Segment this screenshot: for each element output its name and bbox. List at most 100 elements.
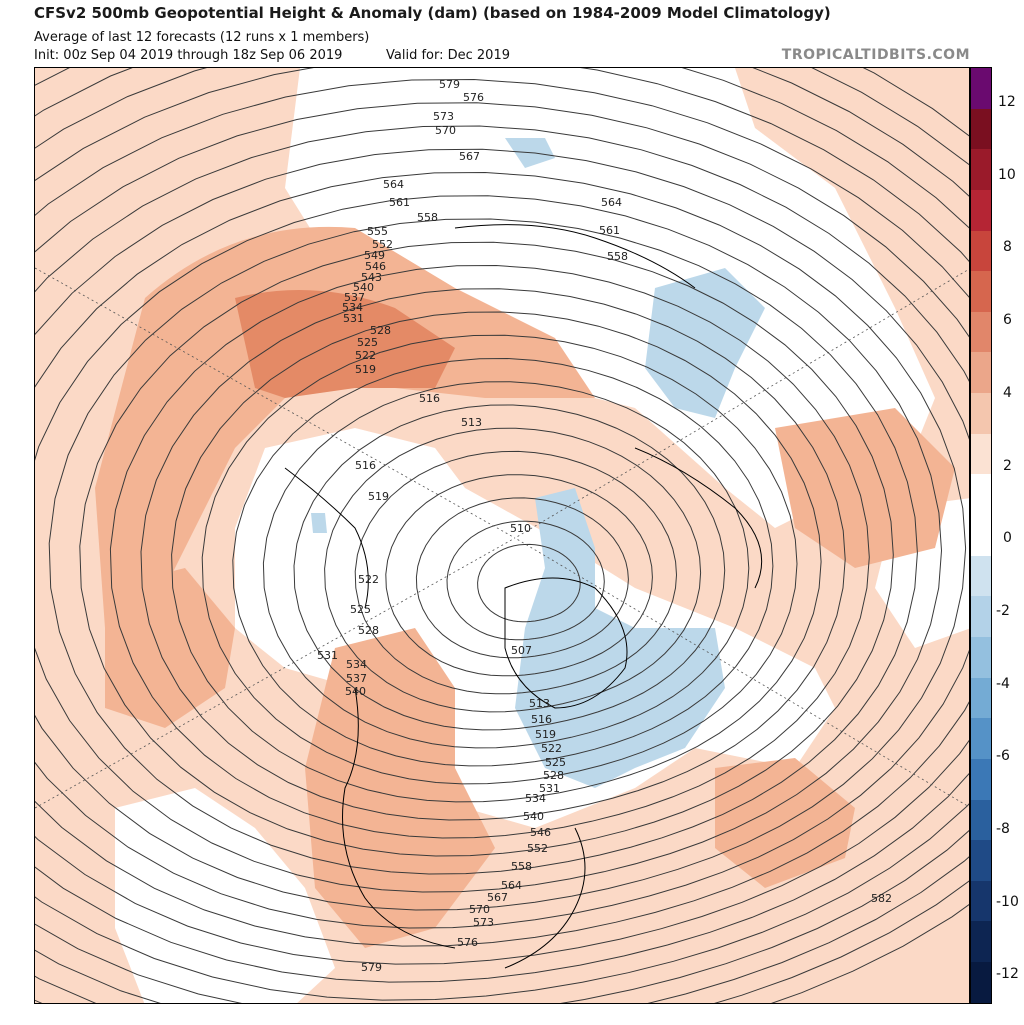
contour-label-522: 522 [355,349,376,362]
contour-label-513: 513 [461,416,482,429]
contour-label-522-west: 522 [358,573,379,586]
contour-label-528: 528 [370,324,391,337]
height-contour-line [35,102,969,965]
init-time: Init: 00z Sep 04 2019 through 18z Sep 06… [34,48,343,63]
contour-label-573: 573 [433,110,454,123]
colorbar-segment [971,840,991,881]
colorbar-tick-label: 2 [1003,457,1012,474]
colorbar-tick-label: -10 [996,893,1019,910]
height-contour-line [35,195,943,893]
colorbar-tick-label: 10 [998,166,1016,183]
colorbar-segment [971,271,991,312]
contour-label-582: 582 [871,892,892,905]
height-contour-line [48,218,918,875]
source-watermark: TROPICALTIDBITS.COM [781,47,970,63]
anomaly-positive-siberia [775,408,955,568]
contour-label-552-east: 552 [527,842,548,855]
colorbar-segment [971,962,991,1003]
contour-label-579-top: 579 [439,78,460,91]
graticule [35,267,969,809]
contour-label-549: 549 [364,249,385,262]
height-contours [35,68,969,1003]
contour-label-516-alaska: 516 [355,459,376,472]
height-contour-line [446,520,605,641]
colorbar-segment [971,799,991,841]
height-contour-line [35,68,969,1003]
contour-label-576: 576 [463,91,484,104]
contour-labels: 579 576 573 570 567 564 561 558 555 552 … [317,78,892,974]
contour-label-510: 510 [510,522,531,535]
height-contour-line [35,68,969,1003]
contour-label-528-west: 528 [358,624,379,637]
colorbar-segment [971,230,991,272]
contour-label-564-east: 564 [501,879,522,892]
colorbar-segment [971,921,991,963]
colorbar-tick-label: -8 [996,821,1010,837]
contour-label-531-west: 531 [317,649,338,662]
height-contour-line [35,171,967,911]
anomaly-positive-north-america [305,628,495,948]
contour-label-540-east: 540 [523,810,544,823]
height-contour-line [262,381,750,749]
contour-label-513-east: 513 [529,697,550,710]
contour-label-519: 519 [355,363,376,376]
anomaly-negative-bering [311,513,327,533]
contour-label-558: 558 [417,211,438,224]
height-contour-line [35,68,969,1003]
height-contour-line [35,68,969,1001]
anomaly-positive-west-pacific [95,226,595,628]
colorbar-segment [971,758,991,800]
height-contour-line [79,241,894,857]
contour-label-540: 540 [353,281,374,294]
chart-subtitle: Average of last 12 forecasts (12 runs x … [34,30,370,45]
colorbar-segment [971,880,991,922]
height-contour-line [35,78,969,983]
height-contour-line [35,148,969,929]
colorbar-tick-label: -4 [996,675,1010,692]
height-contour-line [109,264,870,839]
contour-label-534-west: 534 [346,658,367,671]
header: CFSv2 500mb Geopotential Height & Anomal… [0,0,1024,66]
height-contour-line [477,543,581,623]
contour-label-558-right: 558 [607,250,628,263]
colorbar-segment [971,189,991,231]
coastline-asia [454,224,696,289]
coastline-greenland [504,577,628,709]
contour-label-561-right: 561 [599,224,620,237]
contour-label-552: 552 [372,238,393,251]
colorbar-segment [971,433,991,475]
contour-label-543: 543 [361,271,382,284]
contour-label-570: 570 [435,124,456,137]
contour-label-558-east: 558 [511,860,532,873]
contour-label-576-east: 576 [457,936,478,949]
colorbar-segment [971,636,991,678]
contour-label-567-east: 567 [487,891,508,904]
contour-label-507: 507 [511,644,532,657]
contour-label-567: 567 [459,150,480,163]
height-contour-line [324,427,702,713]
anomaly-positive-west-coast [105,568,235,728]
colorbar-segment [971,393,991,434]
graticule-line-4 [514,537,969,808]
colorbar-segment [971,108,991,150]
colorbar-tick-label: -2 [996,602,1010,619]
colorbar-tick-label: 8 [1003,239,1012,256]
colorbar-segment [971,68,991,109]
colorbar-segment [971,352,991,394]
height-contour-line [171,311,822,803]
valid-time: Valid for: Dec 2019 [386,48,510,63]
height-contour-line [232,357,774,767]
height-contour-line [354,450,678,695]
contour-label-528-east: 528 [543,769,564,782]
coastline-north-america-west [342,687,456,949]
colorbar-tick-label: -6 [996,748,1010,765]
contour-label-537-west: 537 [346,672,367,685]
contour-label-573-east: 573 [473,916,494,929]
contour-label-525-east: 525 [545,756,566,769]
contour-label-525: 525 [357,336,378,349]
height-contour-line [140,288,846,821]
anomaly-zero-region-north [285,68,935,528]
height-contour-line [201,334,798,785]
graticule-line-3 [514,268,969,539]
contour-label-546-east: 546 [530,826,551,839]
